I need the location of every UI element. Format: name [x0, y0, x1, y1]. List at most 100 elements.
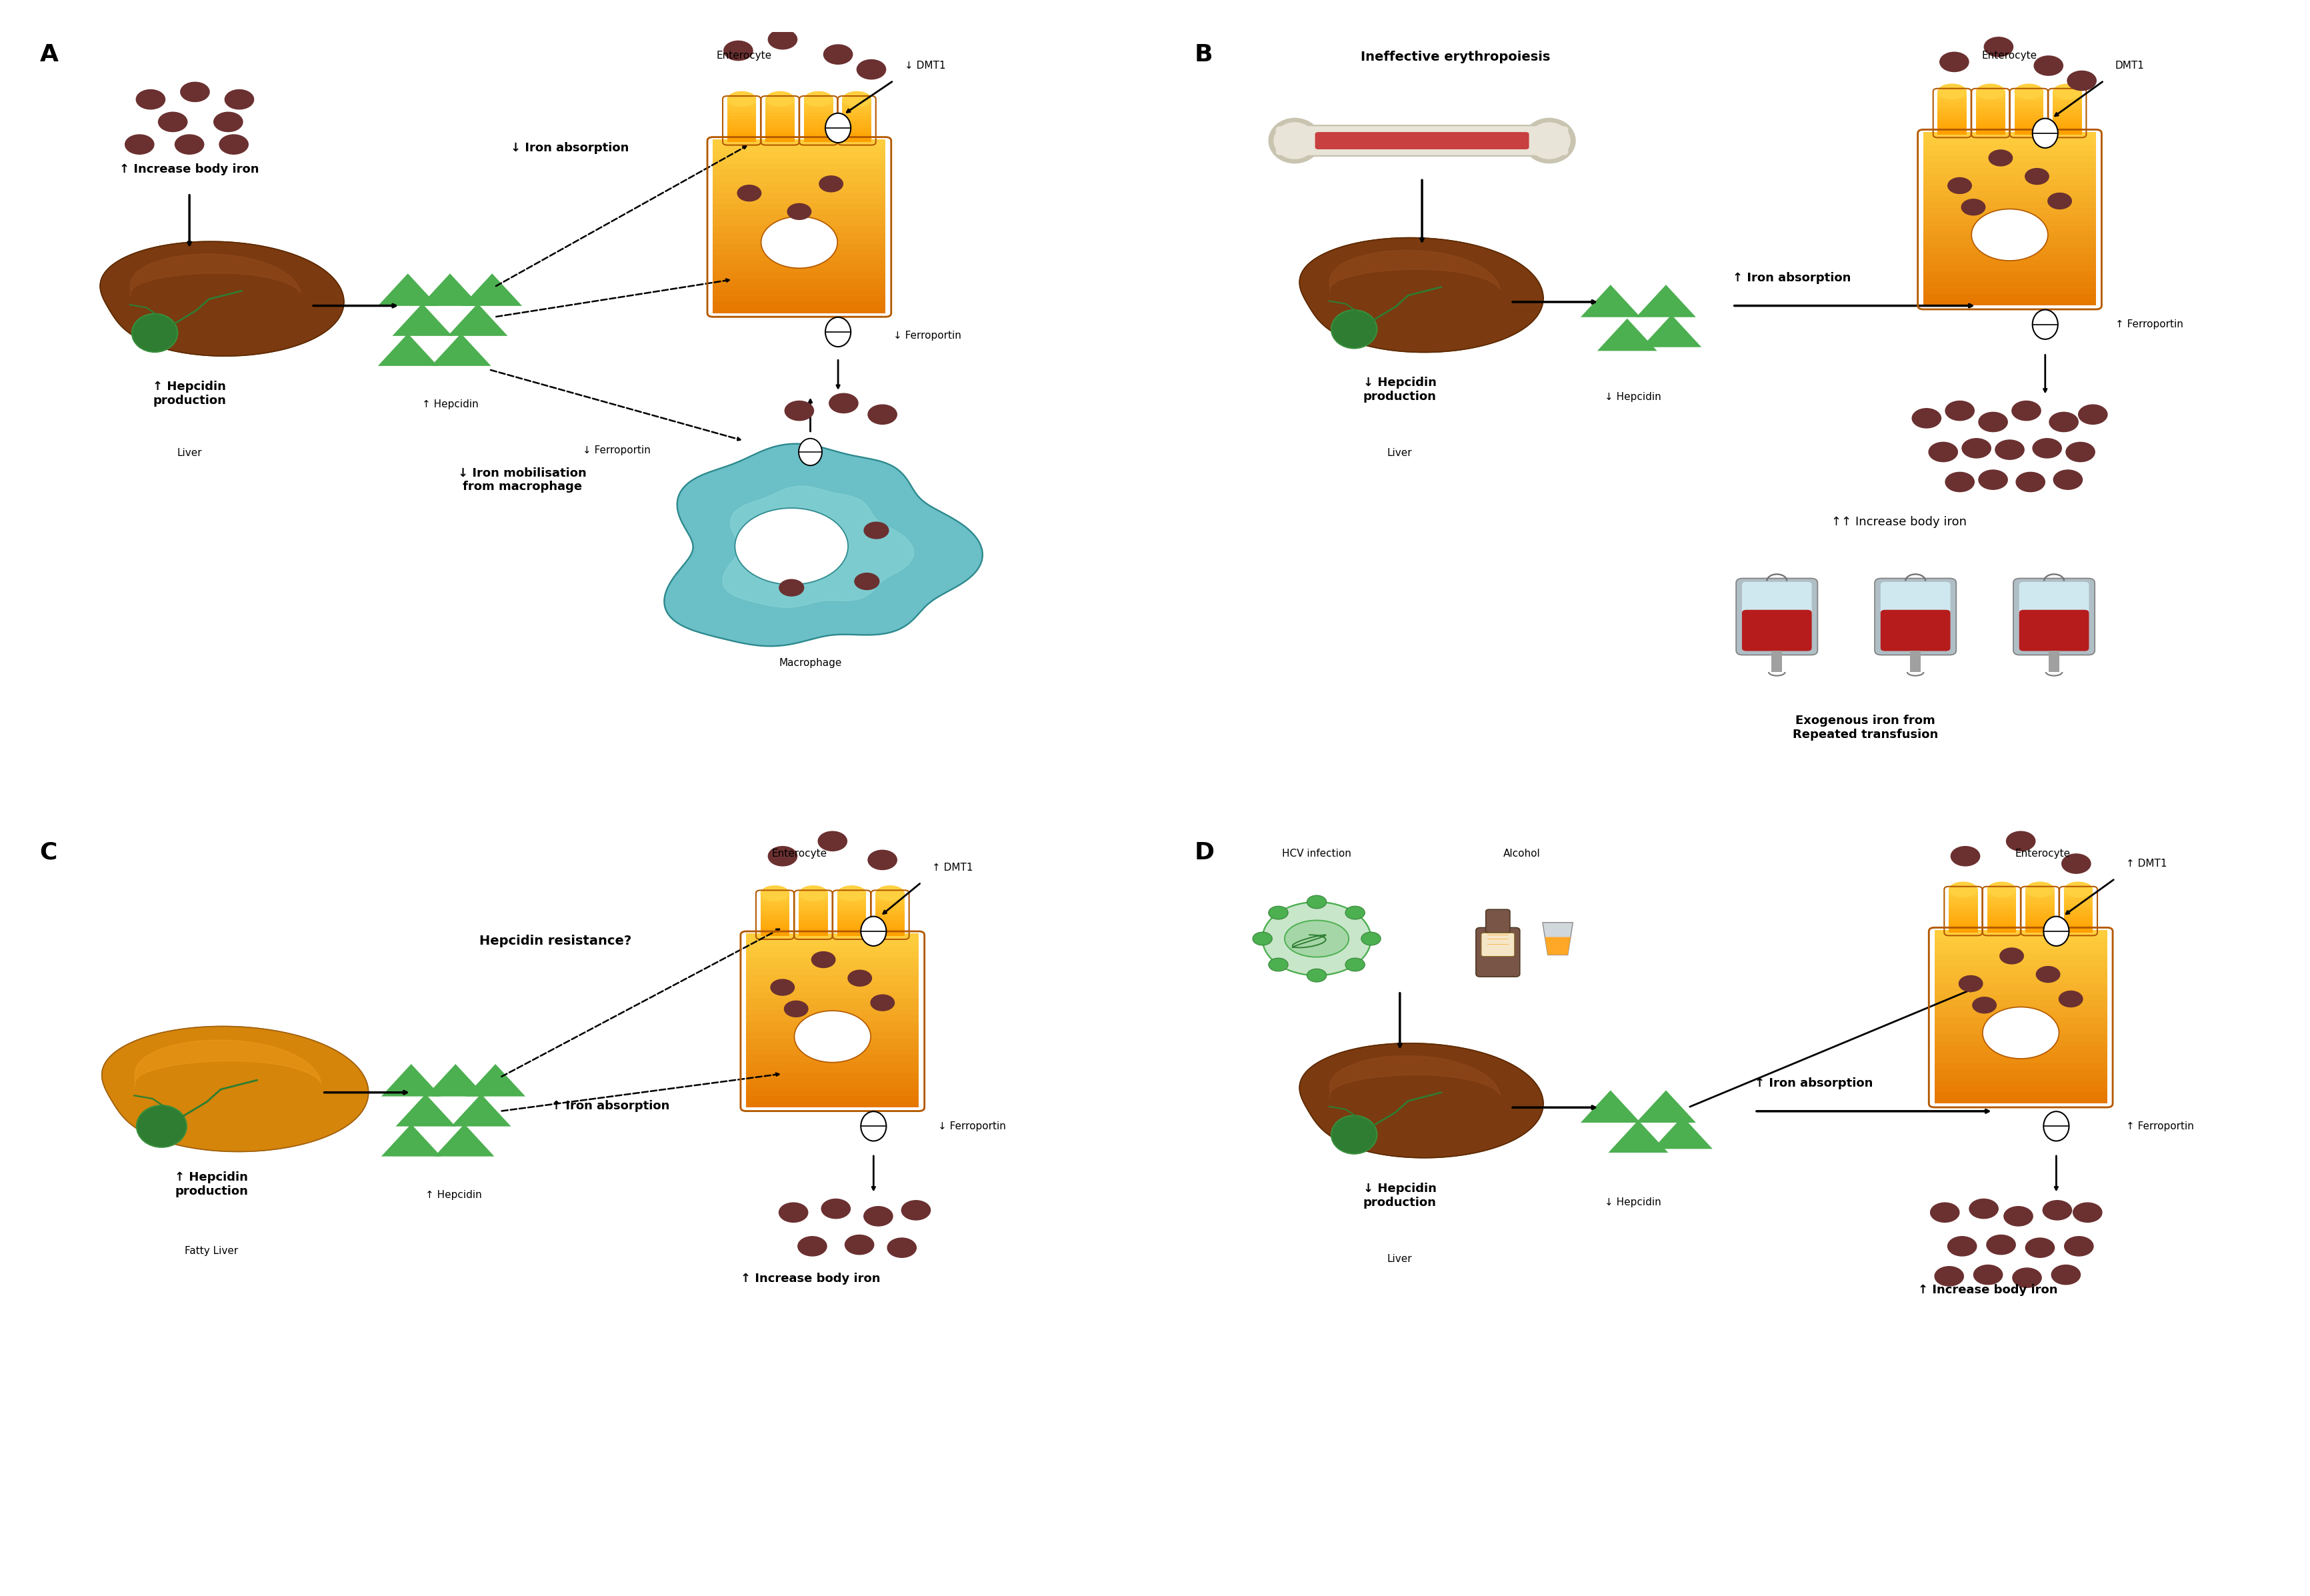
Bar — [2054, 99, 2081, 104]
Bar — [746, 956, 919, 964]
Bar — [746, 1077, 919, 1084]
Bar — [746, 1082, 919, 1090]
Bar — [2054, 96, 2081, 101]
Bar — [875, 892, 906, 895]
Bar — [746, 991, 919, 998]
Bar — [728, 115, 755, 120]
Bar — [1938, 94, 1966, 97]
Bar — [1924, 247, 2095, 254]
Bar — [1987, 926, 2017, 930]
Bar — [1950, 889, 1977, 892]
Text: Enterocyte: Enterocyte — [1982, 51, 2037, 61]
Bar — [746, 934, 919, 940]
Bar — [765, 104, 795, 107]
Bar — [1975, 91, 2005, 94]
Polygon shape — [1635, 284, 1696, 318]
Circle shape — [1984, 37, 2012, 57]
Bar — [1975, 99, 2005, 104]
Circle shape — [2035, 56, 2063, 75]
Bar — [843, 128, 871, 131]
FancyBboxPatch shape — [2014, 578, 2095, 654]
Circle shape — [769, 846, 797, 867]
Bar — [1924, 259, 2095, 265]
Circle shape — [778, 1203, 808, 1223]
Ellipse shape — [2044, 916, 2070, 946]
Bar — [1950, 929, 1977, 932]
Bar — [714, 260, 885, 267]
Bar — [765, 113, 795, 117]
Circle shape — [1989, 150, 2012, 166]
Bar — [843, 121, 871, 124]
Bar — [2014, 113, 2044, 118]
Bar — [1924, 252, 2095, 260]
Bar — [746, 1013, 919, 1021]
Circle shape — [825, 45, 852, 64]
Bar — [836, 903, 866, 908]
Circle shape — [864, 522, 889, 539]
Bar — [746, 1031, 919, 1039]
FancyBboxPatch shape — [1737, 578, 1818, 654]
Bar — [1933, 1017, 2107, 1023]
Bar — [2063, 926, 2093, 930]
Bar — [875, 918, 906, 922]
Bar — [1924, 287, 2095, 294]
Ellipse shape — [2063, 881, 2093, 897]
Bar — [1987, 911, 2017, 916]
Bar — [836, 892, 866, 895]
Bar — [1924, 177, 2095, 185]
Bar — [804, 128, 834, 131]
Bar — [836, 902, 866, 905]
Bar — [765, 136, 795, 139]
Bar — [2014, 120, 2044, 123]
Bar — [760, 932, 790, 937]
Bar — [1933, 999, 2107, 1005]
Circle shape — [797, 1237, 827, 1256]
Bar — [2026, 918, 2054, 921]
Circle shape — [2000, 948, 2024, 964]
Polygon shape — [1545, 937, 1571, 954]
Text: ↑ DMT1: ↑ DMT1 — [2125, 859, 2167, 868]
Bar — [2054, 117, 2081, 120]
Bar — [728, 128, 755, 131]
Text: Enterocyte: Enterocyte — [716, 51, 772, 61]
Bar — [2063, 908, 2093, 913]
Circle shape — [2033, 439, 2061, 458]
Bar — [1987, 900, 2017, 903]
Bar — [714, 192, 885, 198]
Polygon shape — [434, 1124, 494, 1157]
Bar — [1938, 91, 1966, 94]
Bar — [746, 1095, 919, 1101]
Bar — [746, 1049, 919, 1055]
Circle shape — [1987, 1235, 2014, 1254]
Bar — [714, 145, 885, 152]
Circle shape — [1947, 1237, 1977, 1256]
Bar — [799, 932, 827, 937]
Ellipse shape — [875, 886, 906, 902]
Bar — [2026, 915, 2054, 918]
Bar — [804, 132, 834, 136]
Bar — [836, 918, 866, 922]
Bar — [2063, 897, 2093, 902]
Bar — [1950, 908, 1977, 913]
Text: Enterocyte: Enterocyte — [772, 849, 827, 859]
Bar — [843, 113, 871, 117]
Bar — [2054, 94, 2081, 97]
Bar — [843, 139, 871, 142]
Bar — [2014, 109, 2044, 112]
Circle shape — [901, 1200, 931, 1219]
Bar — [799, 927, 827, 930]
Circle shape — [1961, 439, 1991, 458]
Circle shape — [785, 1001, 808, 1017]
Circle shape — [869, 851, 896, 870]
Bar — [2026, 921, 2054, 924]
Bar — [799, 921, 827, 924]
Circle shape — [737, 185, 760, 201]
Bar — [760, 921, 790, 924]
Polygon shape — [723, 487, 915, 608]
Bar — [2054, 123, 2081, 126]
Ellipse shape — [2044, 1111, 2070, 1141]
Bar — [728, 107, 755, 110]
Bar — [875, 903, 906, 908]
Bar — [714, 174, 885, 180]
Text: ↑ DMT1: ↑ DMT1 — [933, 862, 973, 873]
